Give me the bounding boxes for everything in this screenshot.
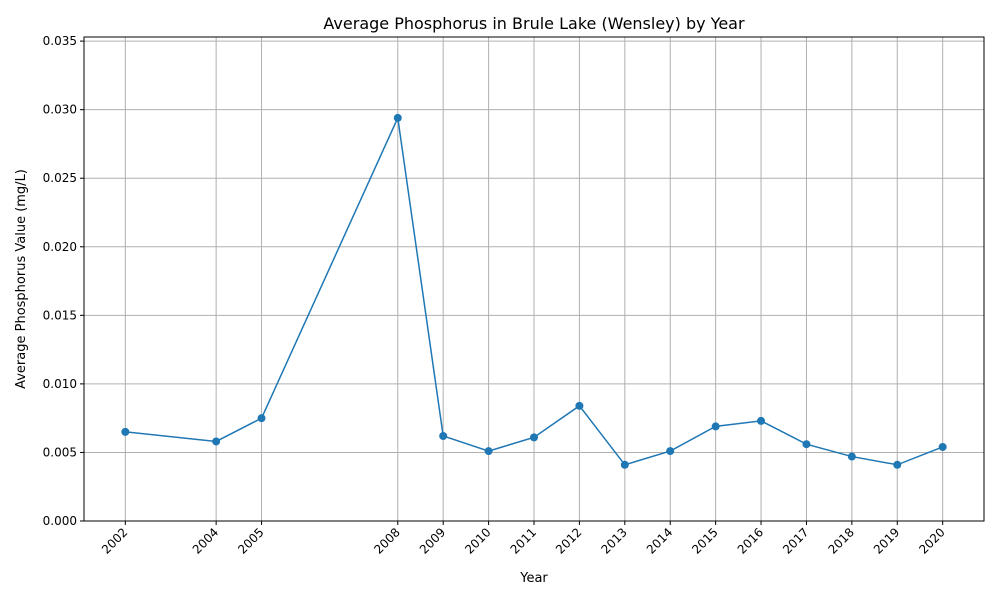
data-point [257,414,266,423]
y-tick-label: 0.035 [43,34,77,48]
y-tick-label: 0.025 [43,171,77,185]
x-tick-label: 2009 [417,525,448,556]
chart-title: Average Phosphorus in Brule Lake (Wensle… [323,14,745,33]
data-point [484,447,493,456]
x-axis-label: Year [519,571,548,586]
data-point [439,431,448,440]
y-tick-label: 0.015 [43,308,77,322]
data-point [212,437,221,446]
series-layer [121,113,947,469]
data-point [666,447,675,456]
x-tick-label: 2004 [190,525,221,556]
x-tick-label: 2008 [371,525,402,556]
x-tick-label: 2014 [644,525,675,556]
plot-frame [83,36,985,522]
x-tick-label: 2012 [553,525,584,556]
data-point [620,460,629,469]
series-line [125,115,943,466]
data-point [575,401,584,410]
data-point [802,440,811,449]
y-tick-label: 0.010 [43,377,77,391]
x-tick-label: 2013 [598,525,629,556]
x-tick-label: 2017 [780,525,811,556]
data-point [121,427,130,436]
data-point [711,422,720,431]
data-point [393,113,402,122]
x-tick-label: 2015 [689,525,720,556]
x-tick-label: 2019 [871,525,902,556]
y-tick-label: 0.030 [43,103,77,117]
data-point [530,433,538,442]
x-tick-label: 2020 [916,525,947,556]
x-tick-label: 2005 [235,525,266,556]
data-point [938,442,947,451]
x-tick-label: 2002 [99,525,130,556]
x-tick-label: 2016 [735,525,766,556]
y-tick-label: 0.000 [43,514,77,528]
data-point [893,460,902,469]
y-tick-label: 0.005 [43,445,77,459]
data-point [847,452,856,461]
grid [84,37,984,522]
data-point [757,416,766,425]
x-tick-label: 2010 [462,525,493,556]
x-tick-label: 2011 [508,525,539,556]
y-tick-label: 0.020 [43,240,77,254]
axes: 2002 2004 2005 2008 2009 2010 2011 2012 2013 2014… [43,34,985,557]
y-axis-label: Average Phosphorus Value (mg/L) [14,169,29,389]
x-tick-label: 2018 [825,525,856,556]
